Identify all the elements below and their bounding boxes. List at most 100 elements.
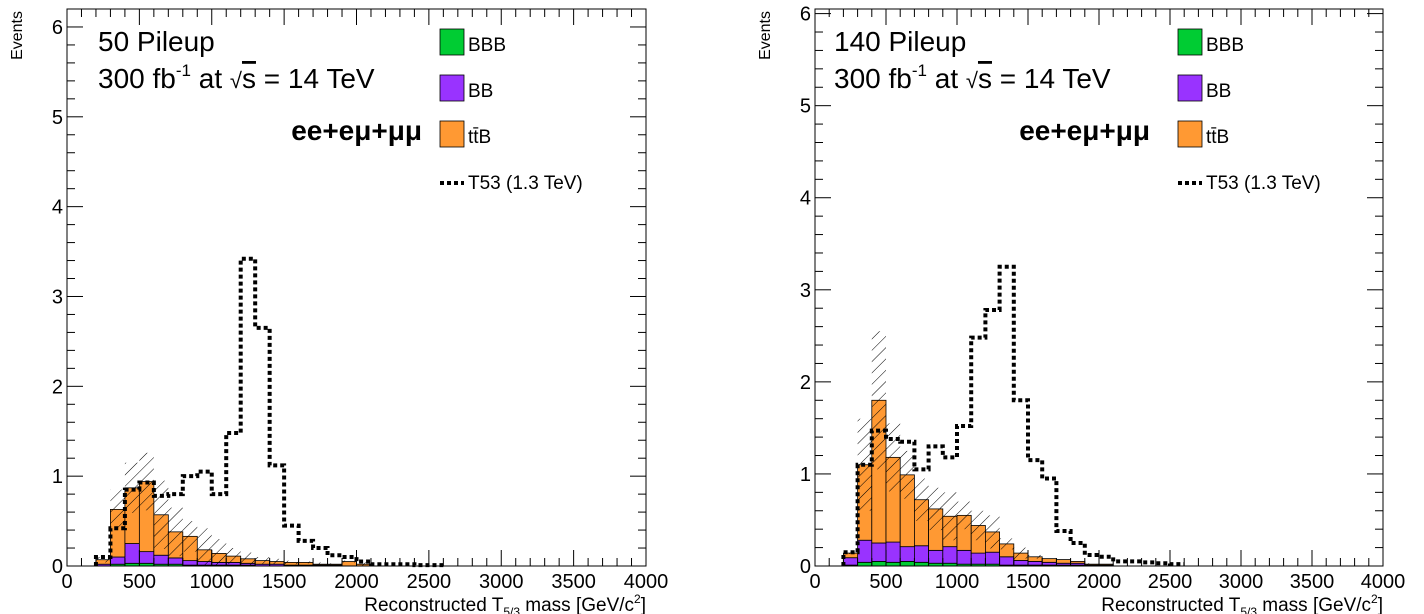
- bar: [153, 554, 169, 565]
- channel-label: ee+eμ+μμ: [291, 115, 422, 146]
- x-tick-label: 2500: [407, 571, 452, 593]
- bar: [914, 561, 930, 567]
- bar: [928, 549, 944, 564]
- legend-swatch: [439, 120, 465, 148]
- x-tick-label: 1000: [190, 571, 235, 593]
- y-tick-label: 3: [52, 286, 63, 308]
- x-axis: 0 500 1000 1500 2000 2500 3000 3500 4000: [809, 9, 1405, 593]
- uncertainty-bin: [985, 515, 1000, 549]
- uncertainty-bin: [269, 558, 285, 565]
- y-axis: 0 1 2 3 4 5 6: [52, 8, 646, 578]
- x-tick-label: 500: [869, 571, 902, 593]
- y-axis-label: Events: [757, 11, 774, 60]
- uncertainty-bin: [356, 562, 371, 566]
- bar: [985, 551, 1001, 565]
- uncertainty-bin: [211, 539, 227, 566]
- legend-swatch: [439, 74, 465, 102]
- x-tick-label: 1500: [262, 571, 307, 593]
- y-tick-label: 4: [52, 197, 63, 219]
- legend-swatch: [1177, 28, 1203, 56]
- uncertainty-bin: [197, 528, 212, 566]
- legend-label: T53 (1.3 TeV): [468, 173, 583, 194]
- bar: [138, 551, 155, 564]
- bar: [843, 557, 859, 566]
- bar: [899, 546, 915, 562]
- bar: [1041, 558, 1057, 563]
- y-tick-label: 6: [52, 17, 63, 39]
- x-tick-label: 1000: [935, 571, 980, 593]
- bar: [956, 549, 972, 565]
- x-tick-label: 0: [809, 571, 820, 593]
- bar: [1070, 560, 1086, 564]
- y-axis-label: Events: [9, 11, 26, 60]
- x-tick-label: 3500: [1290, 571, 1335, 593]
- legend-swatch: [1177, 74, 1203, 102]
- legend-label: T53 (1.3 TeV): [1206, 173, 1321, 194]
- uncertainty-bin: [284, 560, 299, 565]
- uncertainty-bin: [971, 510, 986, 541]
- signal-line: [93, 256, 444, 568]
- signal-line: [841, 264, 1185, 567]
- uncertainty-bin: [226, 548, 241, 565]
- y-tick-label: 2: [52, 376, 63, 398]
- uncertainty-bin: [110, 489, 125, 530]
- bar: [885, 541, 901, 563]
- uncertainty-bin: [1028, 554, 1043, 559]
- uncertainty-bin: [886, 423, 901, 492]
- uncertainty-bin: [342, 560, 357, 563]
- uncertainty-bin: [327, 563, 343, 566]
- y-axis: 0 1 2 3 4 5 6: [800, 4, 1383, 578]
- y-tick-label: 1: [52, 466, 63, 488]
- y-tick-label: 0: [800, 556, 811, 578]
- luminosity-label: 300 fb-1 at √s = 14 TeV: [98, 61, 375, 94]
- bar: [857, 561, 873, 567]
- x-axis-label: Reconstructed T5/3 mass [GeV/c2]: [364, 592, 646, 614]
- legend-swatch: [1177, 120, 1203, 148]
- uncertainty-bin: [999, 538, 1014, 550]
- legend-swatch: [439, 28, 465, 56]
- x-tick-label: 1500: [1006, 571, 1051, 593]
- legend-label: tt̄B: [1206, 127, 1229, 148]
- bar: [970, 552, 986, 565]
- x-tick-label: 0: [61, 571, 72, 593]
- left-chart-panel: 0 1 2 3 4 5 6 0 500 1000 1500 2000 2500 3000 3500 4000R…: [9, 8, 669, 614]
- x-axis-label: Reconstructed T5/3 mass [GeV/c2]: [1101, 592, 1383, 614]
- y-tick-label: 5: [800, 96, 811, 118]
- uncertainty-bin: [240, 552, 256, 566]
- bar: [1056, 559, 1072, 564]
- x-tick-label: 2500: [1148, 571, 1193, 593]
- y-tick-label: 4: [800, 188, 811, 210]
- uncertainty-bin: [928, 487, 943, 531]
- x-tick-label: 3500: [551, 571, 596, 593]
- uncertainty-bin: [957, 501, 972, 530]
- bar: [885, 561, 901, 567]
- uncertainty-bin: [942, 492, 957, 541]
- bar: [871, 560, 887, 567]
- bar: [124, 543, 140, 564]
- right-chart-panel: 0 1 2 3 4 5 6 0 500 1000 1500 2000 2500 3000 3500 4000R…: [757, 4, 1405, 614]
- uncertainty-bin: [298, 561, 314, 564]
- bar: [182, 560, 198, 566]
- legend-label: BBB: [468, 35, 506, 56]
- series-bb: [843, 539, 1114, 567]
- uncertainty-bin: [313, 562, 328, 566]
- pileup-title: 140 Pileup: [834, 26, 966, 57]
- x-tick-label: 4000: [624, 571, 669, 593]
- x-tick-label: 2000: [1077, 571, 1122, 593]
- uncertainty-bin: [900, 450, 915, 499]
- channel-label: ee+eμ+μμ: [1019, 115, 1150, 146]
- uncertainty-bin: [95, 557, 111, 563]
- bar: [1041, 561, 1057, 566]
- legend-label: BB: [468, 81, 493, 102]
- uncertainty-bin: [843, 552, 858, 555]
- x-tick-label: 2000: [334, 571, 379, 593]
- y-tick-label: 6: [800, 4, 811, 26]
- bar: [110, 556, 126, 565]
- uncertainty-bin: [871, 331, 886, 470]
- uncertainty-bin: [255, 557, 270, 565]
- y-tick-label: 0: [52, 556, 63, 578]
- x-tick-label: 4000: [1361, 571, 1406, 593]
- bar: [857, 539, 873, 563]
- bar: [1098, 563, 1114, 566]
